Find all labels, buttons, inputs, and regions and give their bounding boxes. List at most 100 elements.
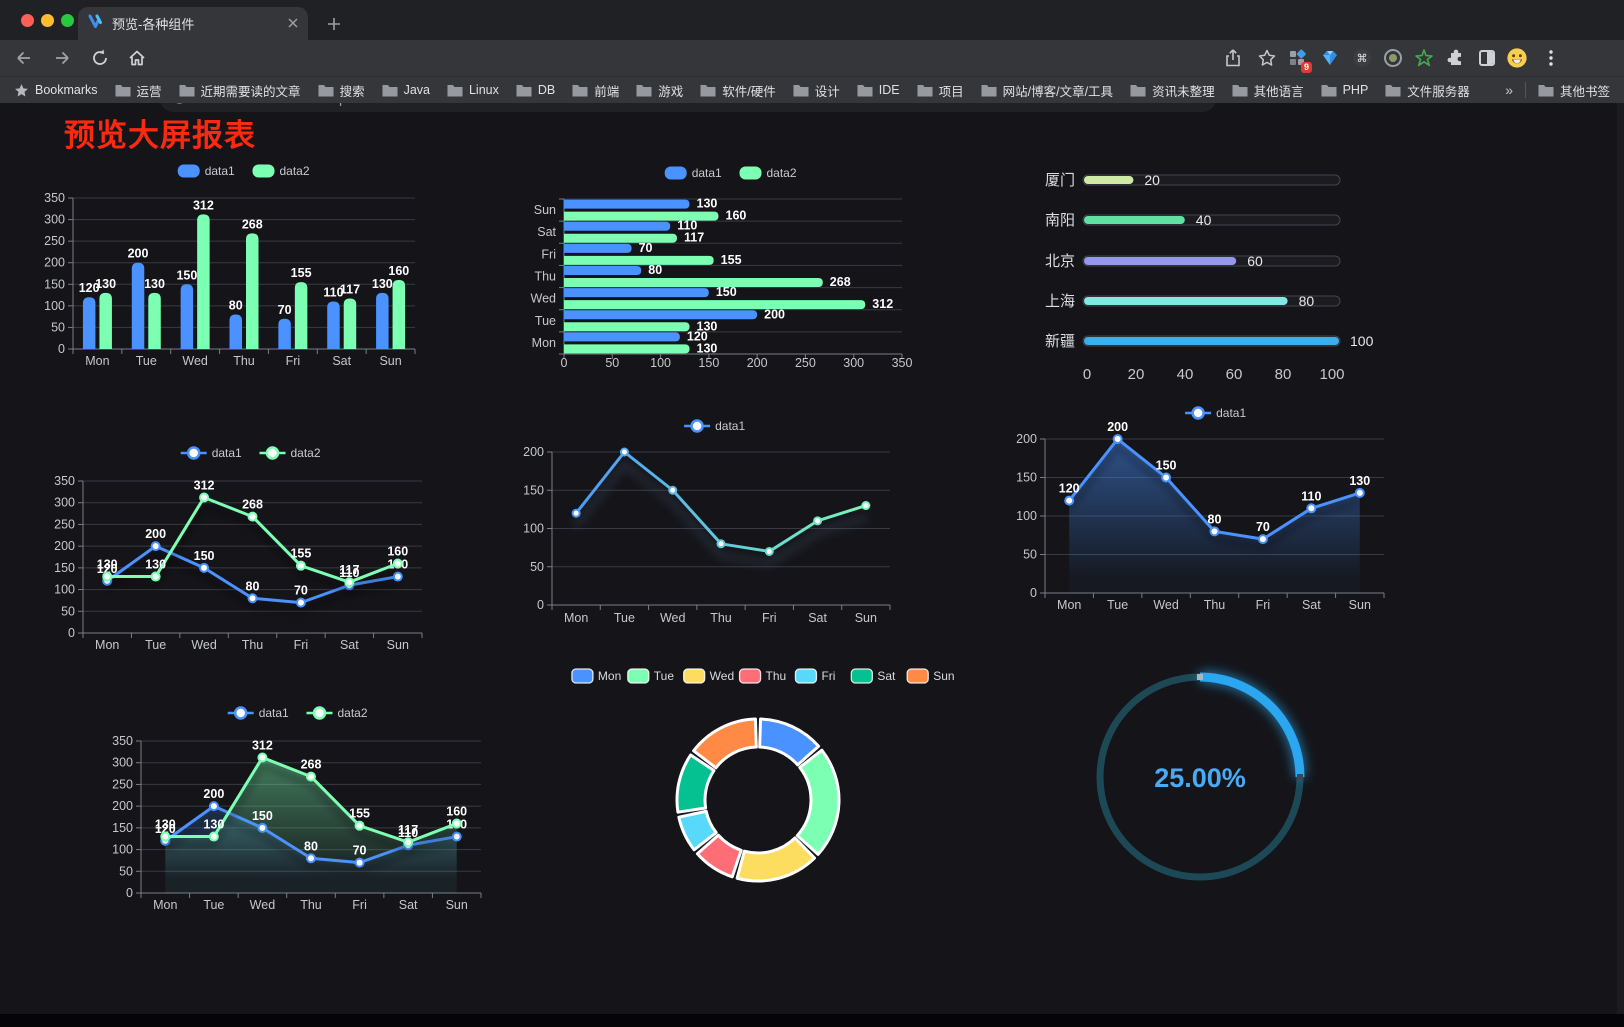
folder-icon bbox=[382, 84, 398, 96]
svg-text:200: 200 bbox=[112, 799, 133, 813]
svg-text:25.00%: 25.00% bbox=[1154, 763, 1246, 793]
close-window-button[interactable] bbox=[21, 13, 34, 27]
bookmark-folder-item[interactable]: 资讯未整理 bbox=[1130, 81, 1215, 100]
donut-pie-chart[interactable]: Mon Tue Wed Thu Fri Sat Sun bbox=[545, 655, 975, 895]
svg-text:50: 50 bbox=[119, 864, 133, 878]
chart-legend[interactable]: data1 data2 bbox=[664, 166, 797, 180]
emoji-avatar[interactable] bbox=[1506, 47, 1528, 69]
svg-text:268: 268 bbox=[242, 217, 263, 231]
bookmark-folder-item[interactable]: 前端 bbox=[572, 81, 619, 100]
svg-text:60: 60 bbox=[1247, 253, 1263, 269]
multi-line-chart[interactable]: 0 50 100 150 200 250 300 350 Mon Tue Wed Thu Fri Sat S… bbox=[40, 440, 440, 655]
gauge-progress-chart[interactable]: 25.00% bbox=[1080, 657, 1342, 897]
other-bookmarks[interactable]: 其他书签 bbox=[1538, 81, 1610, 100]
green-star-extension-icon[interactable] bbox=[1413, 47, 1435, 69]
svg-text:Mon: Mon bbox=[532, 336, 556, 350]
gem-extension-icon[interactable] bbox=[1319, 47, 1341, 69]
svg-text:130: 130 bbox=[155, 818, 176, 832]
reload-icon[interactable] bbox=[89, 47, 111, 69]
svg-text:Fri: Fri bbox=[352, 898, 367, 912]
svg-text:Mon: Mon bbox=[95, 638, 119, 652]
bookmark-folder-item[interactable]: 设计 bbox=[793, 81, 840, 100]
tab-close-icon[interactable] bbox=[288, 15, 298, 33]
chart-legend[interactable]: data1 data2 bbox=[227, 706, 368, 720]
svg-text:60: 60 bbox=[1226, 366, 1243, 383]
svg-text:150: 150 bbox=[112, 821, 133, 835]
svg-text:120: 120 bbox=[687, 329, 708, 343]
svg-text:120: 120 bbox=[97, 562, 118, 576]
browser-tab[interactable]: 预览-各种组件 bbox=[78, 7, 308, 40]
svg-text:312: 312 bbox=[194, 479, 215, 493]
bookmark-folder-item[interactable]: 文件服务器 bbox=[1385, 81, 1470, 100]
svg-text:160: 160 bbox=[387, 545, 408, 559]
back-arrow-icon[interactable] bbox=[13, 47, 35, 69]
bookmark-folder-item[interactable]: IDE bbox=[857, 83, 900, 97]
chart-legend[interactable]: Mon Tue Wed Thu Fri Sat Sun bbox=[571, 668, 955, 684]
horizontal-bar-chart[interactable]: 0 50 100 150 200 250 300 350 Mon Tue Wed Thu Fri Sat S… bbox=[505, 155, 925, 370]
record-extension-icon[interactable] bbox=[1382, 47, 1404, 69]
bookmark-folder-item[interactable]: DB bbox=[516, 83, 555, 97]
bookmark-folder-item[interactable]: 近期需要读的文章 bbox=[179, 81, 301, 100]
kebab-menu-icon[interactable] bbox=[1540, 47, 1562, 69]
bookmark-folder-item[interactable]: 游戏 bbox=[636, 81, 683, 100]
svg-text:130: 130 bbox=[697, 319, 718, 333]
bookmarks-label: Bookmarks bbox=[35, 83, 98, 97]
area-line-chart[interactable]: 0 50 100 150 200 Mon Tue Wed Thu Fri Sat Sun 120 200 1… bbox=[985, 390, 1400, 612]
svg-text:Wed: Wed bbox=[250, 898, 276, 912]
minimize-window-button[interactable] bbox=[41, 13, 54, 27]
bookmark-folder-item[interactable]: PHP bbox=[1321, 83, 1368, 97]
folder-icon bbox=[857, 84, 873, 96]
progress-bars-chart[interactable]: 厦门 20 南阳 40 北京 60 上海 80 新疆 100 0 20 40 60 80 100 bbox=[995, 158, 1415, 388]
browser-toolbar: 127.0.0.1:3000/#/chart/preview/9 9 ⌘ bbox=[0, 40, 1624, 112]
folder-icon bbox=[636, 84, 652, 96]
pie-slice-Fri bbox=[677, 809, 718, 852]
bookmark-folder-item[interactable]: 运营 bbox=[115, 81, 162, 100]
svg-text:155: 155 bbox=[721, 253, 742, 267]
chart-legend[interactable]: data1 data2 bbox=[180, 446, 321, 460]
area-line-chart[interactable]: 0 50 100 150 200 250 300 350 Mon Tue Wed Thu Fri Sat S… bbox=[95, 700, 495, 918]
svg-text:50: 50 bbox=[530, 560, 544, 574]
bookmark-folder-item[interactable]: 搜索 bbox=[318, 81, 365, 100]
bookmarks-overflow-chevron[interactable]: » bbox=[1505, 82, 1513, 98]
bookmark-folder-item[interactable]: 其他语言 bbox=[1232, 81, 1304, 100]
svg-text:Sun: Sun bbox=[855, 611, 877, 624]
bookmark-folder-item[interactable]: Java bbox=[382, 83, 430, 97]
svg-text:Thu: Thu bbox=[766, 669, 787, 683]
puzzle-extensions-icon[interactable] bbox=[1444, 47, 1466, 69]
svg-text:150: 150 bbox=[1156, 459, 1177, 473]
svg-text:Wed: Wed bbox=[182, 354, 208, 368]
svg-text:0: 0 bbox=[561, 356, 568, 370]
chart-legend[interactable]: data1 bbox=[1185, 406, 1246, 420]
svg-text:Sun: Sun bbox=[379, 354, 401, 368]
page-scrollbar[interactable] bbox=[1617, 103, 1624, 1014]
bookmarks-root[interactable]: Bookmarks bbox=[14, 83, 98, 98]
halfsquare-extension-icon[interactable] bbox=[1476, 47, 1498, 69]
svg-text:312: 312 bbox=[872, 297, 893, 311]
svg-text:Thu: Thu bbox=[710, 611, 732, 624]
svg-text:312: 312 bbox=[252, 739, 273, 753]
bookmark-folder-item[interactable]: 网站/博客/文章/工具 bbox=[981, 81, 1113, 100]
svg-text:0: 0 bbox=[58, 342, 65, 356]
svg-text:150: 150 bbox=[194, 549, 215, 563]
bookmark-folder-item[interactable]: 项目 bbox=[917, 81, 964, 100]
command-extension-icon[interactable]: ⌘ bbox=[1351, 47, 1373, 69]
svg-text:Sat: Sat bbox=[332, 354, 351, 368]
home-icon[interactable] bbox=[126, 47, 148, 69]
svg-text:北京: 北京 bbox=[1045, 253, 1075, 270]
zoom-window-button[interactable] bbox=[61, 13, 74, 27]
grid-extension-icon[interactable]: 9 bbox=[1286, 47, 1312, 73]
bookmark-folder-item[interactable]: 软件/硬件 bbox=[700, 81, 776, 100]
forward-arrow-icon[interactable] bbox=[51, 47, 73, 69]
chart-legend[interactable]: data1 data2 bbox=[177, 164, 310, 178]
svg-text:70: 70 bbox=[294, 584, 308, 598]
svg-text:250: 250 bbox=[795, 356, 816, 370]
bookmark-folder-item[interactable]: Linux bbox=[447, 83, 499, 97]
gradient-line-chart[interactable]: 0 50 100 150 200 Mon Tue Wed Thu Fri Sat Sun data1 bbox=[505, 412, 905, 624]
svg-text:80: 80 bbox=[1299, 293, 1315, 309]
grouped-bar-chart[interactable]: 0 50 100 150 200 250 300 350 Mon Tue Wed Thu Fri Sat S… bbox=[40, 155, 450, 370]
new-tab-button[interactable] bbox=[322, 12, 346, 36]
share-icon[interactable] bbox=[1222, 47, 1244, 69]
chart-legend[interactable]: data1 bbox=[684, 419, 745, 433]
svg-text:160: 160 bbox=[446, 805, 467, 819]
bookmark-star-icon[interactable] bbox=[1256, 47, 1278, 69]
